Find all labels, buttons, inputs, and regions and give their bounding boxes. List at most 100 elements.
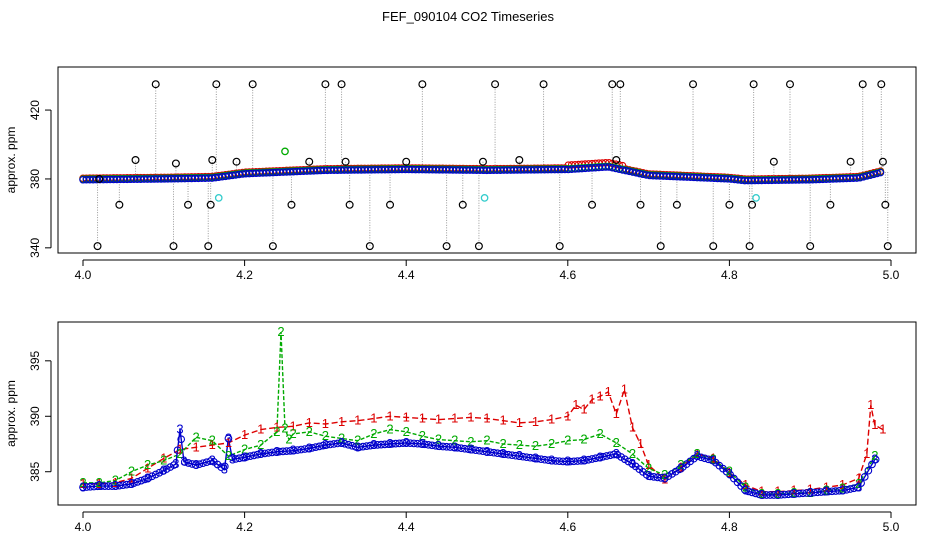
series-3-marker: 3 (160, 463, 167, 478)
series-3-point (108, 482, 116, 490)
series-3-marker: 3 (661, 470, 668, 485)
series-2-marker: 2 (710, 452, 717, 467)
series-2-marker: 2 (96, 475, 103, 490)
series-3-point (784, 490, 793, 499)
series-3-point (519, 452, 527, 461)
series-3-point (330, 440, 338, 448)
series-3-point (206, 457, 215, 466)
raw-point (341, 157, 350, 166)
raw-point (748, 200, 757, 209)
x-tick-label: 4.8 (721, 520, 738, 534)
series-3-point (555, 457, 564, 466)
series-2-marker: 2 (386, 422, 393, 437)
series-3-marker: 3 (221, 462, 228, 477)
series-3-point (148, 472, 156, 481)
series-3-marker: 3 (871, 452, 878, 467)
series-3-point (268, 448, 276, 457)
series-2-marker: 2 (370, 426, 377, 441)
series-3-marker: 3 (257, 446, 264, 461)
series-1-marker: 1 (386, 408, 393, 423)
series-3-point (606, 451, 615, 460)
series-2-line (83, 331, 876, 495)
series-1-marker: 1 (160, 450, 167, 465)
series-3-point (864, 466, 873, 475)
series-3-point (151, 470, 160, 479)
baseline-point-series-3 (635, 169, 644, 178)
plot-frame (57, 66, 917, 254)
series-3-point (322, 441, 331, 449)
raw-point (515, 156, 524, 165)
series-3-point (511, 451, 520, 460)
series-1-marker: 1 (621, 382, 628, 397)
series-3-marker: 3 (693, 448, 700, 463)
series-3-point (224, 434, 233, 443)
series-3-point (100, 482, 109, 490)
series-3-point (130, 479, 138, 487)
series-1-marker: 1 (403, 409, 410, 424)
baseline-point-series-3 (608, 164, 617, 172)
series-3-marker: 3 (289, 443, 296, 458)
series-3-point (704, 455, 713, 464)
baseline-point-series-3 (605, 163, 613, 171)
series-3-point (86, 482, 95, 491)
figure-title: FEF_090104 CO2 Timeseries (382, 9, 554, 24)
series-1-marker: 1 (548, 412, 555, 427)
series-3-point (417, 440, 425, 448)
raw-point (184, 200, 193, 209)
series-3-point (348, 441, 356, 450)
series-3-marker: 3 (807, 485, 814, 500)
series-3-point (835, 486, 844, 495)
series-3-point (653, 473, 662, 482)
series-1-marker: 1 (726, 465, 733, 480)
raw-point (95, 174, 104, 183)
series-3-marker: 3 (172, 456, 179, 471)
series-3-point (846, 485, 855, 493)
series-3-marker: 3 (580, 453, 587, 468)
series-3-point (111, 482, 120, 490)
baseline-point-series-3 (866, 171, 875, 179)
series-3-point (817, 488, 825, 496)
raw-point (386, 200, 395, 209)
series-2-marker: 2 (451, 433, 458, 448)
series-3-point (602, 452, 611, 460)
raw-point (248, 80, 257, 89)
series-1-marker: 1 (225, 435, 232, 450)
series-3-point (271, 448, 280, 456)
series-3-point (650, 473, 658, 481)
series-3-marker: 3 (176, 422, 183, 437)
series-2-marker: 2 (144, 457, 151, 472)
series-3-point (377, 440, 386, 449)
raw-point (616, 80, 625, 89)
series-3-point (297, 445, 306, 454)
series-3-point (740, 485, 749, 494)
series-3-point (184, 459, 193, 467)
series-3-point (180, 458, 189, 466)
raw-point (826, 200, 835, 209)
series-3-point (311, 443, 320, 451)
series-3-point (599, 452, 607, 461)
series-2-marker: 2 (277, 324, 284, 339)
series-3-point (188, 460, 196, 468)
series-3-point (530, 454, 538, 463)
series-1-marker: 1 (419, 410, 426, 425)
y-tick-label: 385 (28, 461, 42, 481)
raw-point (418, 80, 427, 89)
series-3-point (286, 446, 295, 455)
series-3-point (700, 454, 709, 463)
series-3-point (199, 459, 207, 468)
series-3-point (399, 439, 407, 447)
series-2-marker: 2 (209, 433, 216, 448)
series-2-marker: 2 (564, 433, 571, 448)
series-3-marker: 3 (229, 452, 236, 467)
series-2-marker: 2 (726, 464, 733, 479)
series-1-marker: 1 (79, 476, 86, 491)
series-3-point (370, 441, 378, 449)
series-2-marker: 2 (289, 426, 296, 441)
series-3-point (657, 474, 665, 482)
series-2-marker: 2 (435, 432, 442, 447)
series-3-point (795, 489, 804, 498)
series-1-marker: 1 (273, 419, 280, 434)
y-tick-label: 420 (28, 100, 42, 120)
series-1-marker: 1 (710, 450, 717, 465)
